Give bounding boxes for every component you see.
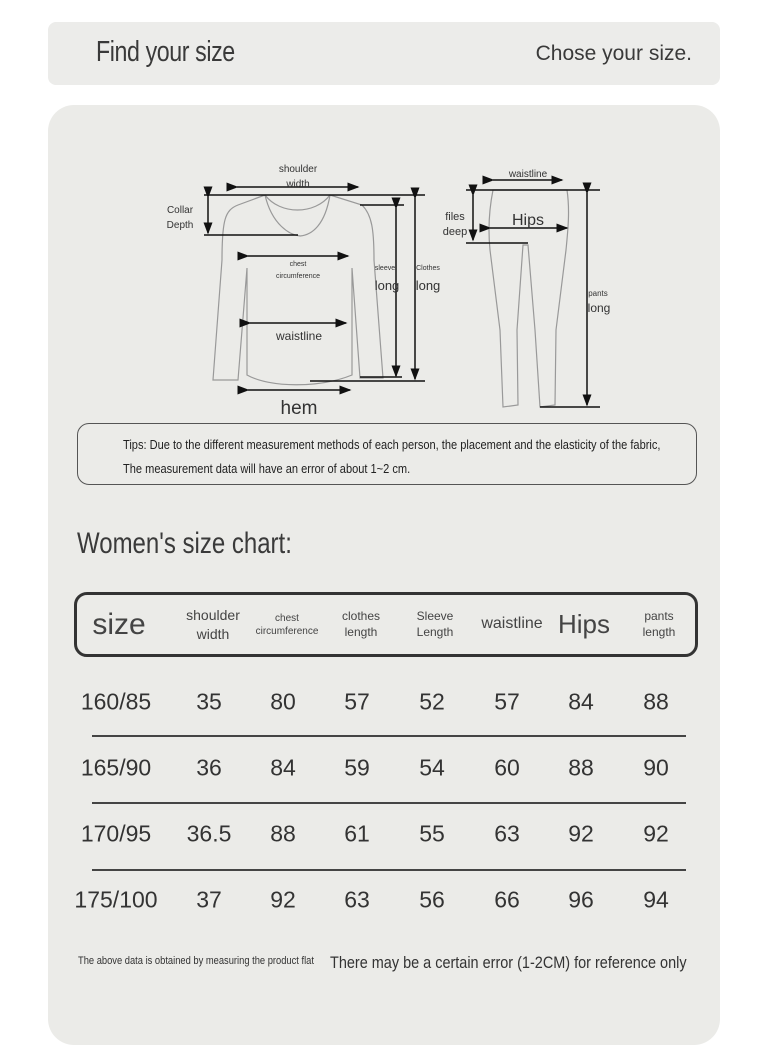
column-header-chest: chest circumference — [255, 612, 319, 637]
label-sleeve-long: long — [375, 278, 400, 293]
table-cell: 92 — [270, 886, 296, 913]
label-hem: hem — [281, 398, 318, 419]
table-cell: 170/95 — [80, 820, 152, 847]
label-width: width — [285, 179, 309, 190]
label-pants-waistline: waistline — [508, 169, 548, 180]
label-collar: Collar — [167, 205, 194, 216]
column-header-shoulder-width: shoulder width — [186, 607, 240, 642]
table-cell: 57 — [494, 688, 520, 715]
table-cell: 56 — [419, 886, 445, 913]
table-cell: 54 — [419, 754, 445, 781]
table-cell: 36.5 — [186, 820, 232, 847]
table-cell: 90 — [643, 754, 669, 781]
table-cell: 88 — [643, 688, 669, 715]
table-cell: 63 — [344, 886, 370, 913]
measurement-lines — [203, 175, 600, 408]
header-bar: Find your size Chose your size. — [48, 22, 720, 85]
row-divider — [92, 802, 686, 804]
table-cell: 35 — [196, 688, 222, 715]
table-cell: 63 — [494, 820, 520, 847]
row-divider — [92, 869, 686, 871]
pants-outline — [488, 189, 570, 408]
table-cell: 57 — [344, 688, 370, 715]
column-header-sleeve-length: Sleeve Length — [416, 608, 454, 639]
table-cell: 66 — [494, 886, 520, 913]
label-sleeve: sleeve — [375, 265, 395, 272]
table-cell: 165/90 — [80, 754, 152, 781]
label-chest: chest — [290, 261, 307, 268]
label-depth: Depth — [167, 220, 194, 231]
top-garment-outline — [212, 194, 384, 386]
label-pants: pants — [588, 289, 608, 298]
tips-line-2: The measurement data will have an error … — [123, 461, 411, 476]
table-cell: 84 — [568, 688, 594, 715]
table-cell: 80 — [270, 688, 296, 715]
table-cell: 84 — [270, 754, 296, 781]
table-cell: 88 — [270, 820, 296, 847]
label-clothes: Clothes — [416, 265, 440, 272]
table-cell: 61 — [344, 820, 370, 847]
garment-diagram: shoulder width Collar Depth chest circum… — [167, 164, 611, 419]
label-deep: deep — [443, 226, 467, 238]
table-cell: 92 — [568, 820, 594, 847]
table-cell: 94 — [643, 886, 669, 913]
column-header-pants-length: pants length — [642, 608, 676, 639]
table-cell: 59 — [344, 754, 370, 781]
footer-note-error: There may be a certain error (1-2CM) for… — [330, 953, 687, 972]
page-title: Find your size — [96, 36, 235, 68]
column-header-size: size — [92, 608, 146, 641]
label-clothes-long: long — [416, 278, 441, 293]
column-header-waistline: waistline — [481, 615, 543, 633]
label-pants-long: long — [588, 301, 611, 315]
size-chart-title: Women's size chart: — [77, 527, 292, 560]
table-cell: 96 — [568, 886, 594, 913]
size-panel — [48, 105, 720, 1045]
table-cell: 175/100 — [74, 886, 158, 913]
size-table-header: size shoulder width chest circumference … — [74, 592, 698, 657]
table-cell: 60 — [494, 754, 520, 781]
table-cell: 160/85 — [80, 688, 152, 715]
label-shoulder: shoulder — [279, 164, 318, 175]
column-header-clothes-length: clothes length — [341, 608, 381, 639]
footer-note-measurement: The above data is obtained by measuring … — [78, 955, 314, 967]
table-cell: 92 — [643, 820, 669, 847]
row-divider — [92, 735, 686, 737]
tips-box: Tips: Due to the different measurement m… — [77, 423, 697, 485]
table-cell: 36 — [196, 754, 222, 781]
label-waistline: waistline — [275, 329, 322, 343]
tips-line-1: Tips: Due to the different measurement m… — [123, 437, 661, 452]
table-cell: 37 — [196, 886, 222, 913]
label-circumference: circumference — [276, 273, 320, 280]
page-subtitle: Chose your size. — [535, 42, 692, 65]
column-header-hips: Hips — [557, 608, 611, 639]
table-cell: 88 — [568, 754, 594, 781]
table-cell: 52 — [419, 688, 445, 715]
label-files: files — [445, 211, 465, 223]
label-hips: Hips — [512, 212, 544, 229]
table-cell: 55 — [419, 820, 445, 847]
